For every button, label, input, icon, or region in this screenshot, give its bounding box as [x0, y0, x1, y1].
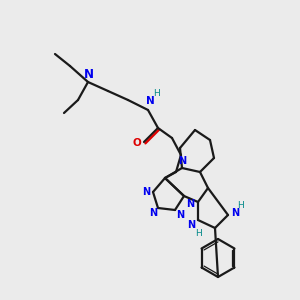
Text: N: N — [149, 208, 157, 218]
Text: O: O — [133, 138, 141, 148]
Text: N: N — [146, 96, 154, 106]
Text: N: N — [186, 199, 194, 209]
Text: N: N — [142, 187, 150, 197]
Text: N: N — [176, 210, 184, 220]
Text: N: N — [187, 220, 195, 230]
Text: H: H — [154, 88, 160, 98]
Text: N: N — [84, 68, 94, 82]
Text: H: H — [237, 200, 243, 209]
Text: N: N — [231, 208, 239, 218]
Text: N: N — [178, 156, 186, 166]
Text: H: H — [196, 229, 202, 238]
